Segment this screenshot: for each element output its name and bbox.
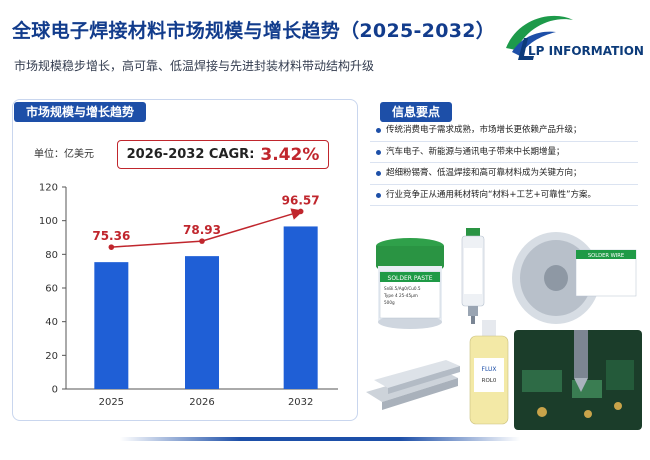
- page-title: 全球电子焊接材料市场规模与增长趋势（2025-2032）: [12, 20, 496, 42]
- company-logo: [506, 15, 573, 60]
- y-tick-label: 60: [45, 284, 58, 295]
- paste-spec-2: Type 4 25-45μm: [383, 293, 418, 298]
- solder-paste-jar: SOLDER PASTE SnBi.5/Ag0/Cu0.5 Type 4 25-…: [376, 238, 444, 329]
- x-tick-label: 2032: [288, 397, 313, 408]
- logo-text: LP INFORMATION: [528, 44, 644, 58]
- x-tick-label: 2025: [99, 397, 124, 408]
- paste-label: SOLDER PASTE: [388, 275, 433, 282]
- y-tick-label: 0: [52, 385, 58, 396]
- paste-spec-1: SnBi.5/Ag0/Cu0.5: [384, 286, 421, 291]
- pcb-soldering-photo: [514, 330, 642, 430]
- flux-sub: ROL0: [482, 378, 497, 384]
- solder-bars: [366, 360, 460, 410]
- bottom-rule: [120, 437, 520, 441]
- info-item: 行业竞争正从通用耗材转向“材料+工艺+可靠性”方案。: [370, 185, 638, 206]
- data-label: 75.36: [92, 229, 130, 243]
- trend-point: [297, 208, 304, 215]
- page-subtitle: 市场规模稳步增长，高可靠、低温焊接与先进封装材料带动结构升级: [14, 59, 375, 73]
- trend-point: [199, 238, 205, 244]
- y-tick-label: 80: [45, 250, 58, 261]
- bar: [94, 262, 129, 389]
- y-tick-label: 40: [45, 317, 58, 328]
- wire-label: SOLDER WIRE: [588, 253, 624, 259]
- chart-panel-tab: 市场规模与增长趋势: [14, 102, 147, 122]
- info-item: 传统消费电子需求成熟，市场增长更依赖产品升级；: [370, 120, 638, 142]
- info-item: 汽车电子、新能源与通讯电子带来中长期增量；: [370, 142, 638, 163]
- cagr-box: 2026-2032 CAGR: 3.42%: [117, 140, 329, 169]
- info-panel-tab: 信息要点: [380, 102, 453, 122]
- y-tick-label: 20: [45, 351, 58, 362]
- solder-wire-spool: SOLDER WIRE: [512, 232, 637, 324]
- cagr-value: 3.42%: [260, 144, 320, 165]
- info-list: 传统消费电子需求成熟，市场增长更依赖产品升级； 汽车电子、新能源与通讯电子带来中…: [370, 120, 638, 206]
- cagr-label: 2026-2032 CAGR:: [126, 147, 255, 162]
- y-tick-label: 120: [39, 183, 58, 194]
- info-item: 超细粉锡膏、低温焊接和高可靠材料成为关键方向；: [370, 163, 638, 185]
- y-tick-label: 100: [39, 216, 58, 227]
- bar: [283, 226, 318, 389]
- solder-syringe: [461, 228, 485, 324]
- bar: [185, 256, 219, 389]
- x-tick-label: 2026: [189, 397, 214, 408]
- trend-point: [108, 244, 115, 250]
- paste-spec-3: 500g: [384, 300, 395, 305]
- data-label: 96.57: [282, 193, 320, 207]
- flux-bottle: FLUX ROL0: [469, 320, 509, 425]
- data-label: 78.93: [183, 223, 221, 237]
- flux-label: FLUX: [482, 366, 497, 373]
- product-photo: SOLDER PASTE SnBi.5/Ag0/Cu0.5 Type 4 25-…: [362, 220, 644, 438]
- unit-label: 单位：亿美元: [34, 149, 94, 160]
